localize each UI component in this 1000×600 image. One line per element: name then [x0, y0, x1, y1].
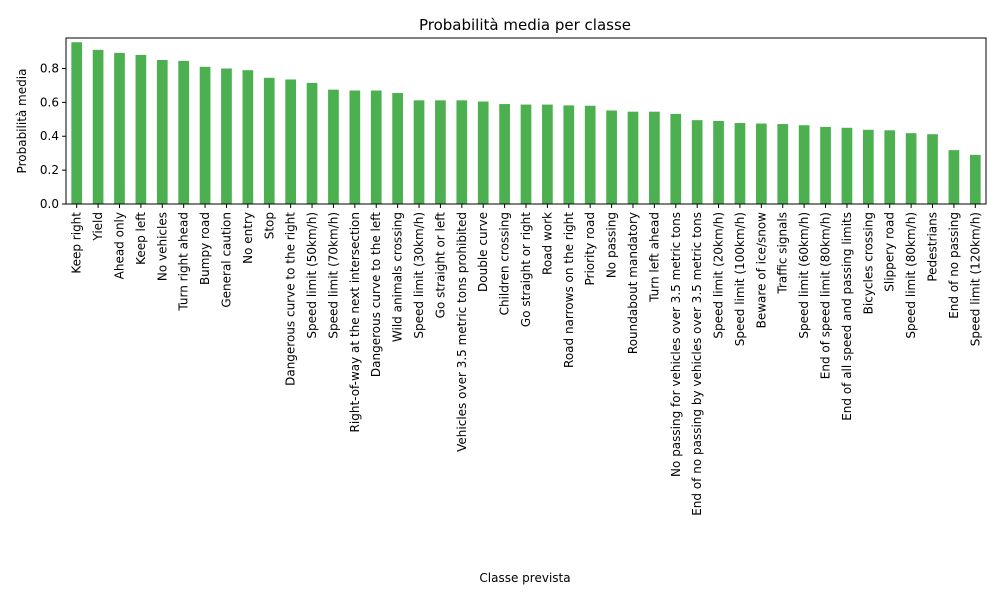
x-axis-label: Classe prevista [479, 571, 570, 585]
bar [178, 60, 190, 205]
bar [328, 89, 339, 204]
x-tick-label: Right-of-way at the next intersection [348, 212, 362, 432]
x-tick-label: Keep left [134, 212, 148, 265]
bar [370, 90, 382, 204]
chart-title: Probabilità media per classe [419, 16, 631, 34]
bar [927, 134, 938, 204]
x-tick-label: Speed limit (60km/h) [797, 212, 811, 339]
x-tick-label: Speed limit (100km/h) [733, 212, 747, 346]
bar [435, 100, 446, 204]
x-tick-label: Speed limit (120km/h) [968, 212, 982, 346]
bar [92, 49, 104, 204]
x-tick-label: Priority road [583, 212, 597, 286]
bar [905, 133, 917, 204]
y-tick-label: 0.2 [40, 163, 59, 177]
x-tick-label: End of no passing by vehicles over 3.5 m… [690, 212, 704, 516]
bar [520, 104, 532, 204]
x-tick-label: Go straight or right [519, 212, 533, 327]
x-tick-label: Bicycles crossing [861, 212, 875, 314]
bar [627, 111, 639, 204]
x-tick-label: Yield [91, 212, 105, 242]
bar [756, 123, 767, 204]
bar [862, 129, 874, 204]
bar [777, 124, 789, 204]
bar [71, 42, 83, 204]
x-tick-label: General caution [219, 212, 233, 308]
x-tick-label: Dangerous curve to the left [369, 212, 383, 377]
x-ticks-group: Keep right Yield Ahead only Keep left No veh… [70, 204, 982, 516]
bar [263, 77, 275, 204]
x-tick-label: Dangerous curve to the right [284, 212, 298, 386]
bar [798, 125, 810, 204]
bar [499, 104, 510, 204]
bar [135, 54, 147, 204]
bar [114, 52, 125, 204]
bar [156, 60, 168, 204]
x-tick-label: No passing for vehicles over 3.5 metric … [669, 212, 683, 477]
x-tick-label: Turn right ahead [177, 212, 191, 312]
x-tick-label: Turn left ahead [647, 212, 661, 303]
bar [691, 120, 703, 204]
x-tick-label: No entry [241, 212, 255, 264]
y-tick-label: 0.8 [40, 61, 59, 75]
bar [542, 104, 553, 204]
x-tick-label: Speed limit (80km/h) [904, 212, 918, 339]
bar [969, 154, 981, 204]
bar [606, 110, 617, 204]
plot-frame [65, 37, 987, 205]
bar [285, 79, 296, 204]
x-tick-label: Road work [540, 212, 554, 275]
y-tick-label: 0.4 [40, 129, 59, 143]
bar [392, 93, 403, 204]
x-tick-label: Roundabout mandatory [626, 212, 640, 354]
y-tick-label: 0.6 [40, 95, 59, 109]
x-tick-label: Slippery road [883, 212, 897, 292]
bar [649, 111, 660, 204]
bar [306, 82, 318, 204]
x-tick-label: Traffic signals [776, 212, 790, 295]
bar [349, 90, 361, 204]
x-tick-label: Beware of ice/snow [754, 212, 768, 329]
x-tick-label: Wild animals crossing [391, 212, 405, 342]
x-tick-label: Children crossing [498, 212, 512, 315]
bar [670, 113, 682, 204]
bar [884, 130, 896, 204]
x-tick-label: Ahead only [112, 212, 126, 279]
x-tick-label: End of no passing [947, 212, 961, 319]
x-tick-label: Stop [262, 212, 276, 239]
y-axis-label: Probabilità media [15, 69, 29, 174]
x-tick-label: End of all speed and passing limits [840, 212, 854, 421]
bar [584, 105, 596, 204]
bar [456, 100, 468, 204]
bar [734, 123, 746, 204]
x-tick-label: Speed limit (30km/h) [412, 212, 426, 339]
x-tick-label: Bumpy road [198, 212, 212, 285]
bar [841, 127, 853, 204]
x-tick-label: Keep right [70, 212, 84, 274]
y-ticks-group: 0.0 0.2 0.4 0.6 0.8 [40, 61, 66, 211]
bar [221, 68, 232, 204]
x-tick-label: End of speed limit (80km/h) [819, 212, 833, 379]
bars-group [71, 42, 981, 205]
y-tick-label: 0.0 [40, 197, 59, 211]
bar [199, 66, 211, 204]
x-tick-label: No vehicles [155, 212, 169, 281]
x-tick-label: Vehicles over 3.5 metric tons prohibited [455, 212, 469, 452]
bar [563, 105, 575, 204]
x-tick-label: No passing [605, 212, 619, 278]
x-tick-label: Pedestrians [926, 212, 940, 282]
x-tick-label: Go straight or left [433, 212, 447, 319]
x-tick-label: Speed limit (20km/h) [712, 212, 726, 339]
bar [477, 101, 489, 204]
bar [948, 150, 960, 204]
x-tick-label: Road narrows on the right [562, 212, 576, 368]
bar [413, 100, 425, 204]
x-tick-label: Speed limit (70km/h) [326, 212, 340, 339]
bar [713, 121, 724, 204]
x-tick-label: Speed limit (50km/h) [305, 212, 319, 339]
bar [242, 70, 254, 204]
bar [820, 126, 831, 204]
x-tick-label: Double curve [476, 212, 490, 292]
